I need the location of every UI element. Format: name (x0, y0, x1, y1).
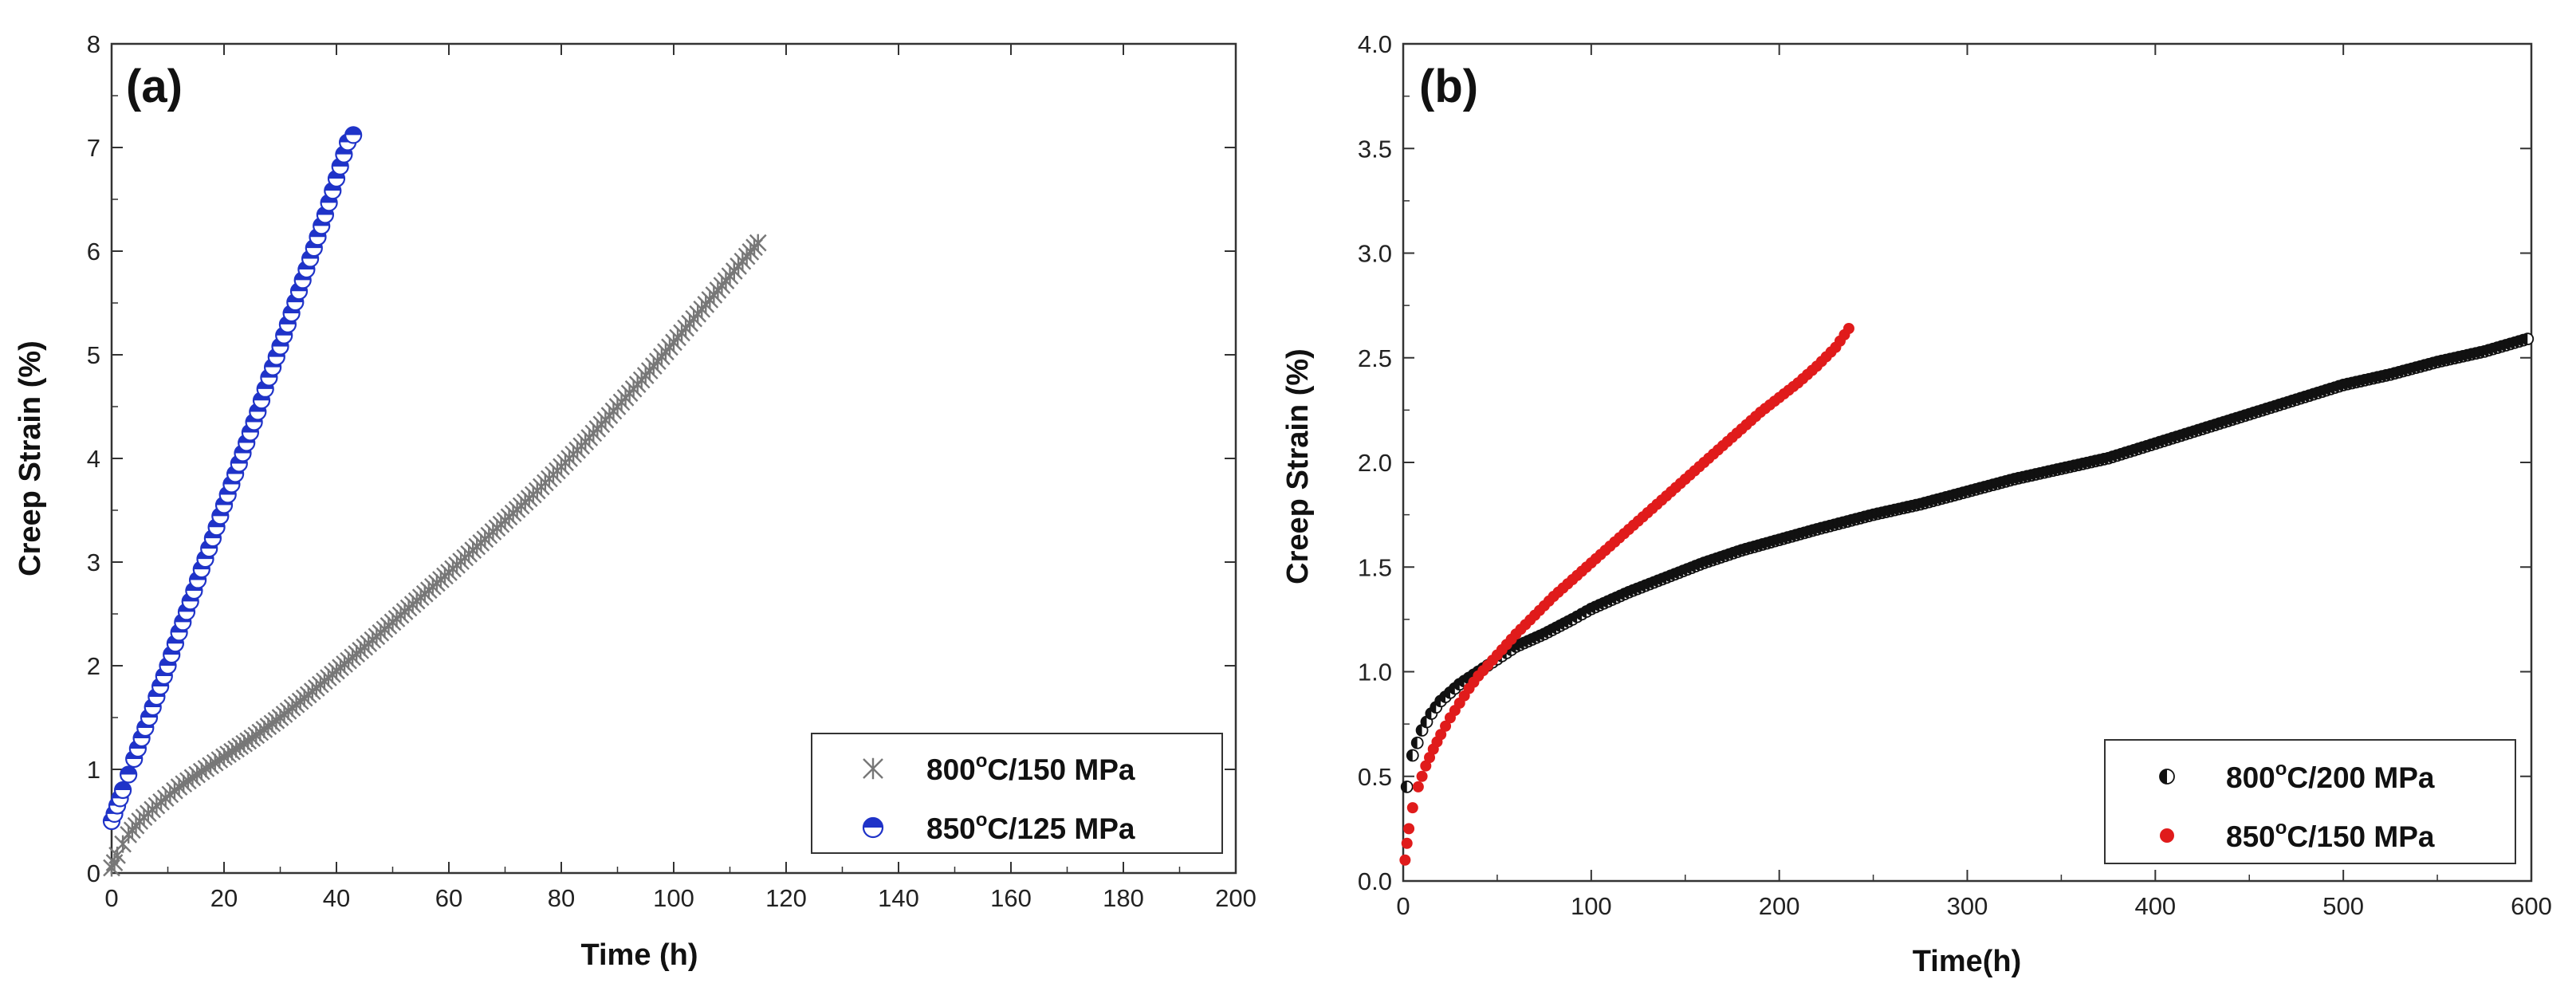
legend-label-series-2: 850oC/125 MPa (926, 809, 1135, 845)
y-tick-label: 1.5 (1358, 553, 1392, 581)
y-tick-label: 5 (87, 341, 100, 369)
x-tick-label: 100 (653, 884, 694, 912)
y-tick-label: 2.0 (1358, 449, 1392, 477)
y-tick-label: 3.5 (1358, 135, 1392, 163)
data-point (1424, 752, 1436, 764)
data-point (286, 293, 305, 312)
series-2 (1399, 323, 1854, 866)
y-tick-label: 2.5 (1358, 344, 1392, 372)
x-tick-labels: 0 20 40 60 80 100 120 140 160 180 200 (104, 884, 1256, 912)
y-tick-labels: 0 1 2 3 4 5 6 7 8 (87, 30, 100, 887)
data-point (1401, 837, 1413, 849)
y-tick-label: 0.0 (1358, 867, 1392, 895)
legend-label-series-2: 850oC/150 MPa (2226, 817, 2435, 853)
x-tick-label: 400 (2134, 892, 2176, 920)
x-tick-label: 120 (765, 884, 807, 912)
axis-ticks (1402, 43, 2532, 882)
y-axis-title: Creep Strain (%) (1281, 348, 1315, 584)
series-2 (102, 126, 363, 831)
data-point (170, 778, 188, 796)
x-tick-label: 20 (210, 884, 238, 912)
x-tick-label: 200 (1215, 884, 1257, 912)
y-tick-label: 3 (87, 549, 100, 576)
y-tick-label: 3.0 (1358, 240, 1392, 268)
y-axis-title: Creep Strain (%) (14, 340, 47, 576)
x-tick-label: 600 (2511, 892, 2552, 920)
legend-marker-series-2 (2160, 828, 2174, 843)
data-series-layer (102, 126, 767, 877)
data-point (1403, 823, 1415, 835)
x-tick-labels: 0 100 200 300 400 500 600 (1396, 892, 2551, 920)
x-tick-label: 0 (104, 884, 118, 912)
data-point (188, 765, 206, 784)
legend-label-series-1: 800oC/150 MPa (926, 750, 1135, 786)
y-tick-label: 0 (87, 859, 100, 887)
x-tick-label: 500 (2322, 892, 2364, 920)
y-tick-label: 4 (87, 445, 100, 473)
y-tick-label: 7 (87, 134, 100, 162)
data-point (175, 775, 193, 793)
x-tick-label: 80 (548, 884, 575, 912)
axis-ticks (111, 43, 1237, 874)
data-point (1435, 729, 1447, 741)
legend-marker-glyph (862, 816, 884, 839)
legend-marker-series-2 (862, 816, 884, 839)
data-point (120, 765, 138, 784)
data-point (1410, 736, 1424, 749)
x-tick-label: 60 (435, 884, 462, 912)
legend-marker-glyph (863, 757, 883, 780)
legend: 800oC/200 MPa 850oC/150 MPa (2104, 739, 2516, 864)
data-point (183, 769, 202, 787)
y-tick-label: 0.5 (1358, 763, 1392, 791)
data-point (1406, 802, 1418, 814)
x-tick-label: 40 (323, 884, 350, 912)
panel-label: (b) (1419, 61, 1478, 112)
x-axis-title: Time (h) (580, 938, 698, 972)
x-axis-title: Time(h) (1913, 945, 2022, 978)
x-tick-label: 200 (1759, 892, 1800, 920)
y-tick-labels: 0.0 0.5 1.0 1.5 2.0 2.5 3.0 3.5 4.0 (1358, 30, 1392, 895)
x-tick-label: 300 (1947, 892, 1988, 920)
y-tick-label: 6 (87, 238, 100, 265)
y-tick-label: 1 (87, 756, 100, 784)
legend-marker-series-1 (2159, 769, 2175, 785)
chart-panel-a: 0 20 40 60 80 100 120 140 160 180 200 0 1 2 3 4 5 6 7 8 (a… (14, 30, 1257, 972)
legend-box (2104, 739, 2516, 864)
data-point (1420, 760, 1432, 772)
data-point (2521, 332, 2535, 346)
data-point (749, 234, 767, 252)
chart-panel-b: 0 100 200 300 400 500 600 0.0 0.5 1.0 1.5 2.0 2.5 3.… (1281, 30, 2552, 978)
data-point (1412, 781, 1424, 792)
data-point (1440, 720, 1452, 732)
x-tick-label: 100 (1571, 892, 1612, 920)
panel-label: (a) (126, 61, 183, 112)
legend-marker-glyph (2159, 769, 2175, 785)
y-tick-label: 4.0 (1358, 30, 1392, 58)
y-tick-label: 1.0 (1358, 659, 1392, 686)
y-tick-label: 8 (87, 30, 100, 58)
data-point (1399, 854, 1411, 866)
x-tick-label: 140 (878, 884, 919, 912)
y-tick-label: 2 (87, 652, 100, 680)
data-point (179, 772, 197, 790)
x-tick-label: 0 (1396, 892, 1410, 920)
series-1 (103, 234, 767, 877)
legend-marker-glyph (2160, 828, 2174, 843)
legend: 800oC/150 MPa 850oC/125 MPa (811, 733, 1223, 854)
data-point (1400, 780, 1414, 793)
legend-label-series-1: 800oC/200 MPa (2226, 758, 2435, 794)
x-tick-label: 180 (1103, 884, 1144, 912)
legend-marker-series-1 (863, 757, 883, 780)
x-tick-label: 160 (990, 884, 1032, 912)
data-point (344, 126, 363, 144)
data-series-layer (1399, 323, 2535, 866)
data-point (1843, 323, 1854, 334)
data-point (1416, 770, 1428, 782)
series-1 (1400, 332, 2535, 793)
data-point (1406, 749, 1419, 762)
data-point (114, 781, 132, 800)
